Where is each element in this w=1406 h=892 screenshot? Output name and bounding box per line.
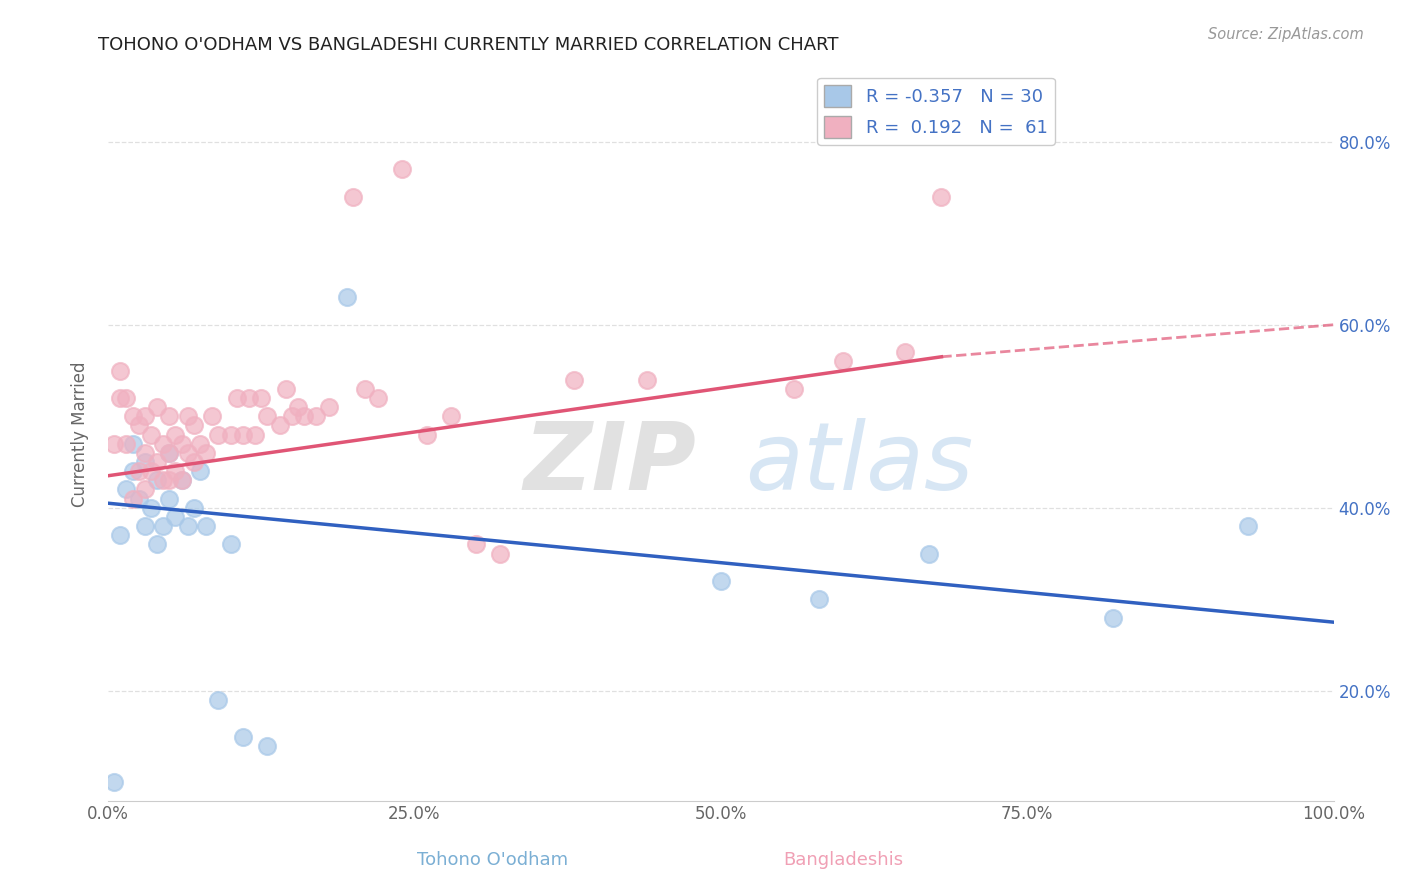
Point (318, 400, 340, 414)
Point (152, 519, 174, 533)
Point (292, 409, 315, 424)
Point (165, 510, 187, 524)
Point (636, 373, 658, 387)
Point (232, 427, 254, 442)
Point (269, 418, 291, 433)
Point (250, 391, 273, 405)
Text: ZIP: ZIP (523, 417, 696, 510)
Point (128, 491, 150, 506)
Point (165, 464, 187, 478)
Point (238, 391, 260, 405)
Point (157, 491, 180, 506)
Point (464, 537, 486, 551)
Text: atlas: atlas (745, 418, 973, 509)
Point (134, 446, 156, 460)
Point (201, 409, 224, 424)
Point (170, 473, 193, 487)
Point (195, 446, 218, 460)
Point (157, 473, 180, 487)
Point (354, 382, 377, 396)
Point (188, 464, 211, 478)
Point (115, 391, 138, 405)
Point (139, 427, 162, 442)
Point (134, 483, 156, 497)
Point (918, 547, 941, 561)
Point (832, 354, 855, 368)
Point (274, 382, 297, 396)
Point (176, 446, 198, 460)
Point (157, 446, 180, 460)
Point (562, 373, 585, 387)
Point (146, 537, 169, 551)
Point (121, 409, 143, 424)
Point (207, 427, 229, 442)
Point (243, 427, 266, 442)
Point (146, 473, 169, 487)
Point (342, 189, 364, 203)
Text: Source: ZipAtlas.com: Source: ZipAtlas.com (1208, 27, 1364, 42)
Point (103, 775, 125, 789)
Point (134, 455, 156, 469)
Point (146, 400, 169, 414)
Point (710, 574, 733, 588)
Point (121, 464, 143, 478)
Point (176, 519, 198, 533)
Text: TOHONO O'ODHAM VS BANGLADESHI CURRENTLY MARRIED CORRELATION CHART: TOHONO O'ODHAM VS BANGLADESHI CURRENTLY … (98, 36, 839, 54)
Text: Bangladeshis: Bangladeshis (783, 851, 904, 869)
Point (440, 409, 463, 424)
Point (367, 391, 389, 405)
Y-axis label: Currently Married: Currently Married (72, 362, 89, 508)
Point (336, 290, 359, 304)
Point (1237, 519, 1260, 533)
Point (165, 427, 187, 442)
Point (139, 464, 162, 478)
Point (783, 382, 806, 396)
Point (157, 446, 180, 460)
Point (188, 436, 211, 450)
Point (146, 455, 169, 469)
Point (115, 436, 138, 450)
Point (134, 519, 156, 533)
Point (305, 409, 328, 424)
Point (489, 547, 512, 561)
Point (121, 436, 143, 450)
Point (415, 427, 437, 442)
Point (219, 427, 242, 442)
Point (128, 464, 150, 478)
Point (183, 500, 205, 515)
Point (152, 473, 174, 487)
Point (176, 409, 198, 424)
Point (128, 418, 150, 433)
Point (807, 592, 830, 607)
Point (134, 409, 156, 424)
Point (195, 519, 218, 533)
Point (1102, 610, 1125, 624)
Point (256, 739, 278, 753)
Point (225, 391, 247, 405)
Point (391, 162, 413, 177)
Point (281, 409, 304, 424)
Point (152, 436, 174, 450)
Point (931, 189, 953, 203)
Text: Tohono O'odham: Tohono O'odham (416, 851, 568, 869)
Point (183, 418, 205, 433)
Point (110, 363, 132, 377)
Point (170, 436, 193, 450)
Point (157, 409, 180, 424)
Point (139, 500, 162, 515)
Legend: R = -0.357   N = 30, R =  0.192   N =  61: R = -0.357 N = 30, R = 0.192 N = 61 (817, 78, 1054, 145)
Point (170, 473, 193, 487)
Point (219, 537, 242, 551)
Point (103, 436, 125, 450)
Point (110, 528, 132, 542)
Point (110, 391, 132, 405)
Point (893, 345, 915, 359)
Point (232, 730, 254, 744)
Point (183, 455, 205, 469)
Point (207, 693, 229, 707)
Point (115, 483, 138, 497)
Point (287, 400, 309, 414)
Point (256, 409, 278, 424)
Point (121, 491, 143, 506)
